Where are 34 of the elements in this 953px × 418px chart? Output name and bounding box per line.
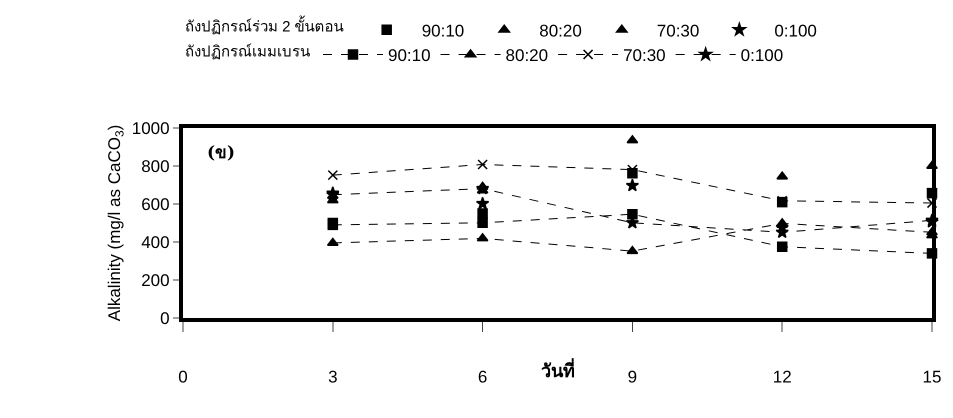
y-tick-label: 200 [141, 270, 170, 290]
x-tick-label: 9 [628, 367, 638, 386]
point [626, 246, 638, 254]
point [476, 182, 490, 194]
y-tick-label: 800 [141, 156, 170, 176]
legend-label: 70:30 [656, 21, 700, 40]
legend-label: 70:30 [623, 46, 666, 66]
legend-label: 0:100 [740, 46, 784, 66]
legend-label: 90:10 [388, 46, 431, 66]
x-axis-title: วันที่ [541, 358, 575, 381]
y-tick-label: 400 [141, 232, 170, 252]
point [476, 196, 490, 210]
legend-label: 90:10 [422, 21, 464, 40]
x-tick-label: 12 [772, 367, 792, 386]
x-tick-label: 15 [922, 367, 942, 386]
y-tick-label: 600 [141, 194, 170, 214]
x-tick-label: 6 [478, 367, 488, 386]
text: ถังปฏิกรณ์เมมเบรน [185, 43, 310, 60]
point [328, 170, 338, 180]
point [477, 159, 488, 170]
point [477, 218, 488, 228]
legend-label: 0:100 [774, 21, 817, 40]
x-tick-label: 3 [328, 367, 338, 386]
point [776, 242, 788, 252]
legend-label: 80:20 [539, 21, 582, 40]
y-tick-label: 0 [160, 308, 170, 328]
y-tick-label: 1000 [132, 118, 170, 138]
point [926, 198, 938, 208]
annotation: (ข) [207, 143, 236, 163]
point [776, 171, 788, 180]
point [626, 178, 640, 192]
legend-label: 80:20 [506, 46, 548, 66]
point [627, 209, 638, 220]
x-tick-label: 0 [178, 367, 188, 386]
